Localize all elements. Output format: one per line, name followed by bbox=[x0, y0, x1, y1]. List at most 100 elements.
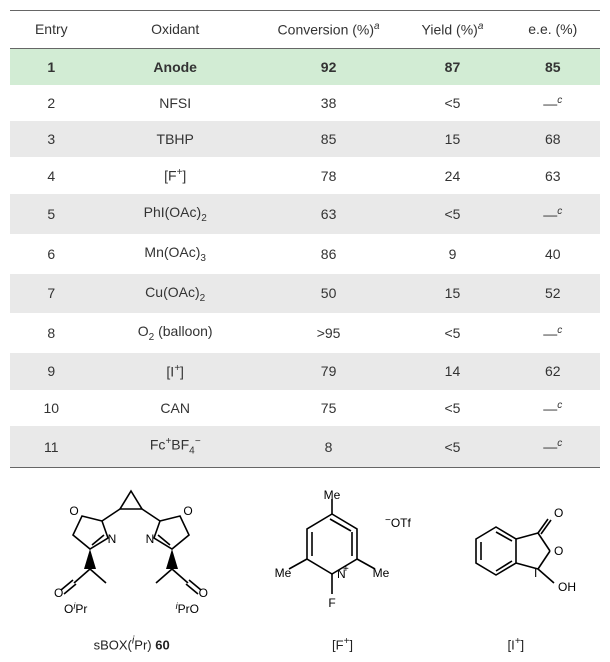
svg-text:OiPr: OiPr bbox=[64, 601, 87, 616]
cell-entry: 2 bbox=[10, 85, 93, 122]
structure-sbox: O N O N O O OiPr iPrO sBOX(iPr) 60 bbox=[24, 483, 239, 652]
cell-conv: 50 bbox=[258, 274, 400, 314]
cell-conv: >95 bbox=[258, 313, 400, 353]
cell-entry: 8 bbox=[10, 313, 93, 353]
cell-entry: 9 bbox=[10, 353, 93, 390]
cell-entry: 11 bbox=[10, 426, 93, 467]
structure-label-sbox: sBOX(iPr) 60 bbox=[24, 635, 239, 652]
cell-oxidant: Cu(OAc)2 bbox=[93, 274, 258, 314]
cell-yield: <5 bbox=[399, 85, 505, 122]
cell-oxidant: [I+] bbox=[93, 353, 258, 390]
svg-text:I: I bbox=[534, 566, 537, 580]
cell-ee: —c bbox=[506, 85, 600, 122]
cell-yield: 9 bbox=[399, 234, 505, 274]
svg-text:F: F bbox=[329, 596, 336, 610]
svg-text:OH: OH bbox=[558, 580, 576, 594]
cell-ee: —c bbox=[506, 426, 600, 467]
col-1: Oxidant bbox=[93, 11, 258, 49]
svg-text:N: N bbox=[146, 532, 155, 546]
cell-conv: 75 bbox=[258, 390, 400, 427]
table-row: 9[I+]791462 bbox=[10, 353, 600, 390]
sbox-svg: O N O N O O OiPr iPrO bbox=[24, 483, 239, 628]
svg-text:O: O bbox=[554, 506, 563, 520]
cell-ee: —c bbox=[506, 390, 600, 427]
cell-entry: 5 bbox=[10, 194, 93, 234]
cell-ee: 85 bbox=[506, 48, 600, 85]
cell-yield: <5 bbox=[399, 313, 505, 353]
cell-yield: 87 bbox=[399, 48, 505, 85]
table-row: 10CAN75<5—c bbox=[10, 390, 600, 427]
cell-ee: 62 bbox=[506, 353, 600, 390]
cell-conv: 38 bbox=[258, 85, 400, 122]
svg-text:O: O bbox=[554, 544, 563, 558]
table-body: 1Anode9287852NFSI38<5—c3TBHP8515684[F+]7… bbox=[10, 48, 600, 467]
cell-conv: 86 bbox=[258, 234, 400, 274]
table-row: 4[F+]782463 bbox=[10, 157, 600, 194]
cell-ee: 63 bbox=[506, 157, 600, 194]
cell-conv: 79 bbox=[258, 353, 400, 390]
table-row: 6Mn(OAc)386940 bbox=[10, 234, 600, 274]
svg-text:O: O bbox=[199, 586, 208, 600]
svg-text:O: O bbox=[69, 504, 78, 518]
svg-text:−OTf: −OTf bbox=[385, 515, 412, 530]
col-4: e.e. (%) bbox=[506, 11, 600, 49]
structure-label-iplus: [I+] bbox=[446, 636, 586, 652]
svg-text:iPrO: iPrO bbox=[176, 601, 199, 616]
cell-ee: 68 bbox=[506, 121, 600, 157]
cell-ee: —c bbox=[506, 194, 600, 234]
cell-yield: 14 bbox=[399, 353, 505, 390]
cell-yield: 15 bbox=[399, 121, 505, 157]
cell-yield: <5 bbox=[399, 194, 505, 234]
cell-entry: 10 bbox=[10, 390, 93, 427]
cell-ee: 40 bbox=[506, 234, 600, 274]
col-2: Conversion (%)a bbox=[258, 11, 400, 49]
cell-oxidant: O2 (balloon) bbox=[93, 313, 258, 353]
results-table: EntryOxidantConversion (%)aYield (%)ae.e… bbox=[10, 10, 600, 468]
cell-oxidant: TBHP bbox=[93, 121, 258, 157]
cell-entry: 7 bbox=[10, 274, 93, 314]
svg-text:Me: Me bbox=[275, 566, 292, 580]
cell-ee: —c bbox=[506, 313, 600, 353]
cell-entry: 1 bbox=[10, 48, 93, 85]
fplus-svg: Me Me Me N + F −OTf bbox=[267, 489, 417, 629]
svg-text:N: N bbox=[108, 532, 117, 546]
table-row: 8O2 (balloon)>95<5—c bbox=[10, 313, 600, 353]
svg-text:Me: Me bbox=[373, 566, 390, 580]
cell-conv: 8 bbox=[258, 426, 400, 467]
cell-conv: 92 bbox=[258, 48, 400, 85]
cell-oxidant: Fc+BF4− bbox=[93, 426, 258, 467]
cell-yield: <5 bbox=[399, 426, 505, 467]
svg-text:+: + bbox=[343, 564, 349, 575]
cell-oxidant: NFSI bbox=[93, 85, 258, 122]
col-3: Yield (%)a bbox=[399, 11, 505, 49]
iplus-svg: O O I OH bbox=[446, 489, 586, 629]
cell-oxidant: CAN bbox=[93, 390, 258, 427]
table-row: 2NFSI38<5—c bbox=[10, 85, 600, 122]
svg-text:O: O bbox=[183, 504, 192, 518]
svg-text:O: O bbox=[54, 586, 63, 600]
col-0: Entry bbox=[10, 11, 93, 49]
cell-ee: 52 bbox=[506, 274, 600, 314]
cell-entry: 6 bbox=[10, 234, 93, 274]
cell-oxidant: PhI(OAc)2 bbox=[93, 194, 258, 234]
cell-yield: <5 bbox=[399, 390, 505, 427]
cell-yield: 15 bbox=[399, 274, 505, 314]
structure-label-fplus: [F+] bbox=[267, 636, 417, 652]
table-row: 3TBHP851568 bbox=[10, 121, 600, 157]
cell-oxidant: Anode bbox=[93, 48, 258, 85]
cell-conv: 85 bbox=[258, 121, 400, 157]
cell-oxidant: [F+] bbox=[93, 157, 258, 194]
table-row: 7Cu(OAc)2501552 bbox=[10, 274, 600, 314]
table-row: 5PhI(OAc)263<5—c bbox=[10, 194, 600, 234]
cell-entry: 3 bbox=[10, 121, 93, 157]
table-row: 1Anode928785 bbox=[10, 48, 600, 85]
cell-oxidant: Mn(OAc)3 bbox=[93, 234, 258, 274]
cell-entry: 4 bbox=[10, 157, 93, 194]
svg-text:Me: Me bbox=[324, 489, 341, 502]
cell-conv: 78 bbox=[258, 157, 400, 194]
table-row: 11Fc+BF4−8<5—c bbox=[10, 426, 600, 467]
cell-yield: 24 bbox=[399, 157, 505, 194]
cell-conv: 63 bbox=[258, 194, 400, 234]
structures-row: O N O N O O OiPr iPrO sBOX(iPr) 60 bbox=[10, 483, 600, 652]
header-row: EntryOxidantConversion (%)aYield (%)ae.e… bbox=[10, 11, 600, 49]
